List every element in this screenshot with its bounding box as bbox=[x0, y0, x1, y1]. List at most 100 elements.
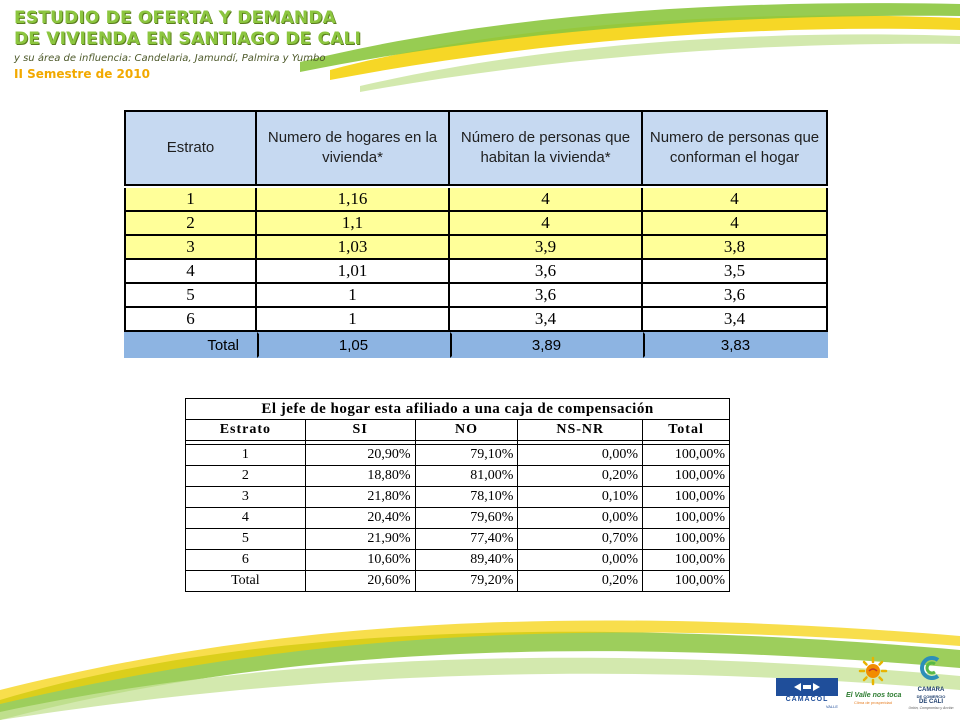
camara-line-2: DE COMERCIO bbox=[916, 694, 946, 699]
table-cell: 5 bbox=[185, 528, 306, 550]
table-cell: 3 bbox=[185, 486, 306, 508]
households-table: Estrato Numero de hogares en la vivienda… bbox=[124, 110, 828, 358]
table-cell: 0,00% bbox=[517, 549, 644, 571]
table-cell: 2 bbox=[185, 465, 306, 487]
table-row: 6 10,60% 89,40% 0,00% 100,00% bbox=[185, 549, 730, 571]
table-cell: 1 bbox=[257, 284, 450, 308]
table-cell: 4 bbox=[124, 260, 257, 284]
table-cell: 2 bbox=[124, 212, 257, 236]
table1-header: Estrato bbox=[124, 110, 257, 186]
table-cell: 3 bbox=[124, 236, 257, 260]
camacol-sub: VALLE bbox=[825, 704, 838, 709]
table-cell: 79,10% bbox=[414, 444, 519, 466]
table1-header-row: Estrato Numero de hogares en la vivienda… bbox=[124, 110, 828, 186]
table-row: 5 21,90% 77,40% 0,70% 100,00% bbox=[185, 528, 730, 550]
table-row: 3 1,03 3,9 3,8 bbox=[124, 236, 828, 260]
table-cell: 100,00% bbox=[642, 549, 730, 571]
table-cell: 1,16 bbox=[257, 188, 450, 212]
table-row: 3 21,80% 78,10% 0,10% 100,00% bbox=[185, 486, 730, 508]
table-row: 2 1,1 4 4 bbox=[124, 212, 828, 236]
table-cell: 0,00% bbox=[517, 444, 644, 466]
table-cell: 78,10% bbox=[414, 486, 519, 508]
valle-logo: El Valle nos toca Clima de prosperidad bbox=[846, 656, 902, 708]
table-cell: 4 bbox=[450, 188, 643, 212]
table-cell: 4 bbox=[185, 507, 306, 529]
table-row: 5 1 3,6 3,6 bbox=[124, 284, 828, 308]
compensation-table: El jefe de hogar esta afiliado a una caj… bbox=[185, 398, 730, 592]
table1-header: Numero de personas que conforman el hoga… bbox=[643, 110, 828, 186]
table-cell: 100,00% bbox=[642, 444, 730, 466]
table-cell: 20,60% bbox=[304, 570, 416, 592]
table-cell: 89,40% bbox=[414, 549, 519, 571]
table-cell: Total bbox=[185, 570, 306, 592]
table-cell: 100,00% bbox=[642, 528, 730, 550]
subtitle: y su área de influencia: Candelaria, Jam… bbox=[14, 53, 326, 64]
table-cell: 3,5 bbox=[643, 260, 828, 284]
camara-line-3: DE CALI bbox=[919, 699, 943, 705]
table-row: 4 20,40% 79,60% 0,00% 100,00% bbox=[185, 507, 730, 529]
table-cell: 20,90% bbox=[304, 444, 416, 466]
title-line-2: DE VIVIENDA EN SANTIAGO DE CALI bbox=[14, 29, 362, 49]
table-cell: 4 bbox=[450, 212, 643, 236]
table-cell: 0,00% bbox=[517, 507, 644, 529]
table-cell: 100,00% bbox=[642, 570, 730, 592]
table2-title-row: El jefe de hogar esta afiliado a una caj… bbox=[185, 398, 730, 420]
camara-line-1: CAMARA bbox=[917, 687, 945, 693]
camara-emblem-icon bbox=[920, 656, 940, 680]
table2-title: El jefe de hogar esta afiliado a una caj… bbox=[185, 398, 730, 420]
table2-header: NS-NR bbox=[517, 419, 644, 441]
table-cell: 3,6 bbox=[643, 284, 828, 308]
table2-header-row: Estrato SI NO NS-NR Total bbox=[185, 419, 730, 441]
total-cell: 1,05 bbox=[257, 332, 450, 358]
table-cell: 10,60% bbox=[304, 549, 416, 571]
table-cell: 3,4 bbox=[450, 308, 643, 332]
total-cell: 3,83 bbox=[643, 332, 828, 358]
table-cell: 100,00% bbox=[642, 465, 730, 487]
table-cell: 3,6 bbox=[450, 260, 643, 284]
table2-total-row: Total 20,60% 79,20% 0,20% 100,00% bbox=[185, 570, 730, 592]
camara-comercio-logo: CAMARA DE COMERCIO DE CALI Unión, Compro… bbox=[906, 654, 956, 712]
table2-header: Estrato bbox=[185, 419, 306, 441]
table-cell: 5 bbox=[124, 284, 257, 308]
table-cell: 4 bbox=[643, 188, 828, 212]
table2-header: NO bbox=[414, 419, 519, 441]
table-cell: 79,60% bbox=[414, 507, 519, 529]
total-cell: 3,89 bbox=[450, 332, 643, 358]
table2-header: SI bbox=[304, 419, 416, 441]
table-cell: 6 bbox=[124, 308, 257, 332]
table-cell: 1 bbox=[185, 444, 306, 466]
table1-header: Número de personas que habitan la vivien… bbox=[450, 110, 643, 186]
page-header: ESTUDIO DE OFERTA Y DEMANDA DE VIVIENDA … bbox=[14, 8, 361, 81]
table-cell: 0,20% bbox=[517, 465, 644, 487]
table-cell: 1,1 bbox=[257, 212, 450, 236]
semester-label: II Semestre de 2010 bbox=[14, 67, 150, 81]
camacol-emblem-icon bbox=[794, 683, 820, 691]
table-cell: 81,00% bbox=[414, 465, 519, 487]
table-cell: 0,20% bbox=[517, 570, 644, 592]
table-cell: 1 bbox=[124, 188, 257, 212]
table-cell: 21,80% bbox=[304, 486, 416, 508]
sun-icon bbox=[858, 656, 888, 686]
table-cell: 1,01 bbox=[257, 260, 450, 284]
table1-header: Numero de hogares en la vivienda* bbox=[257, 110, 450, 186]
table-cell: 6 bbox=[185, 549, 306, 571]
table-cell: 79,20% bbox=[414, 570, 519, 592]
table-row: 1 1,16 4 4 bbox=[124, 188, 828, 212]
table-row: 1 20,90% 79,10% 0,00% 100,00% bbox=[185, 444, 730, 466]
camacol-logo: CAMACOL VALLE bbox=[776, 678, 838, 709]
table-cell: 20,40% bbox=[304, 507, 416, 529]
table-cell: 3,6 bbox=[450, 284, 643, 308]
camacol-name: CAMACOL bbox=[785, 696, 829, 703]
table-cell: 1 bbox=[257, 308, 450, 332]
table-cell: 3,9 bbox=[450, 236, 643, 260]
table-cell: 1,03 bbox=[257, 236, 450, 260]
table-row: 6 1 3,4 3,4 bbox=[124, 308, 828, 332]
valle-slogan: El Valle nos toca bbox=[846, 692, 902, 699]
table1-total-row: Total 1,05 3,89 3,83 bbox=[124, 332, 828, 358]
table-cell: 77,40% bbox=[414, 528, 519, 550]
table-cell: 100,00% bbox=[642, 507, 730, 529]
table-cell: 21,90% bbox=[304, 528, 416, 550]
table-cell: 4 bbox=[643, 212, 828, 236]
total-cell: Total bbox=[124, 332, 257, 358]
table-cell: 3,4 bbox=[643, 308, 828, 332]
